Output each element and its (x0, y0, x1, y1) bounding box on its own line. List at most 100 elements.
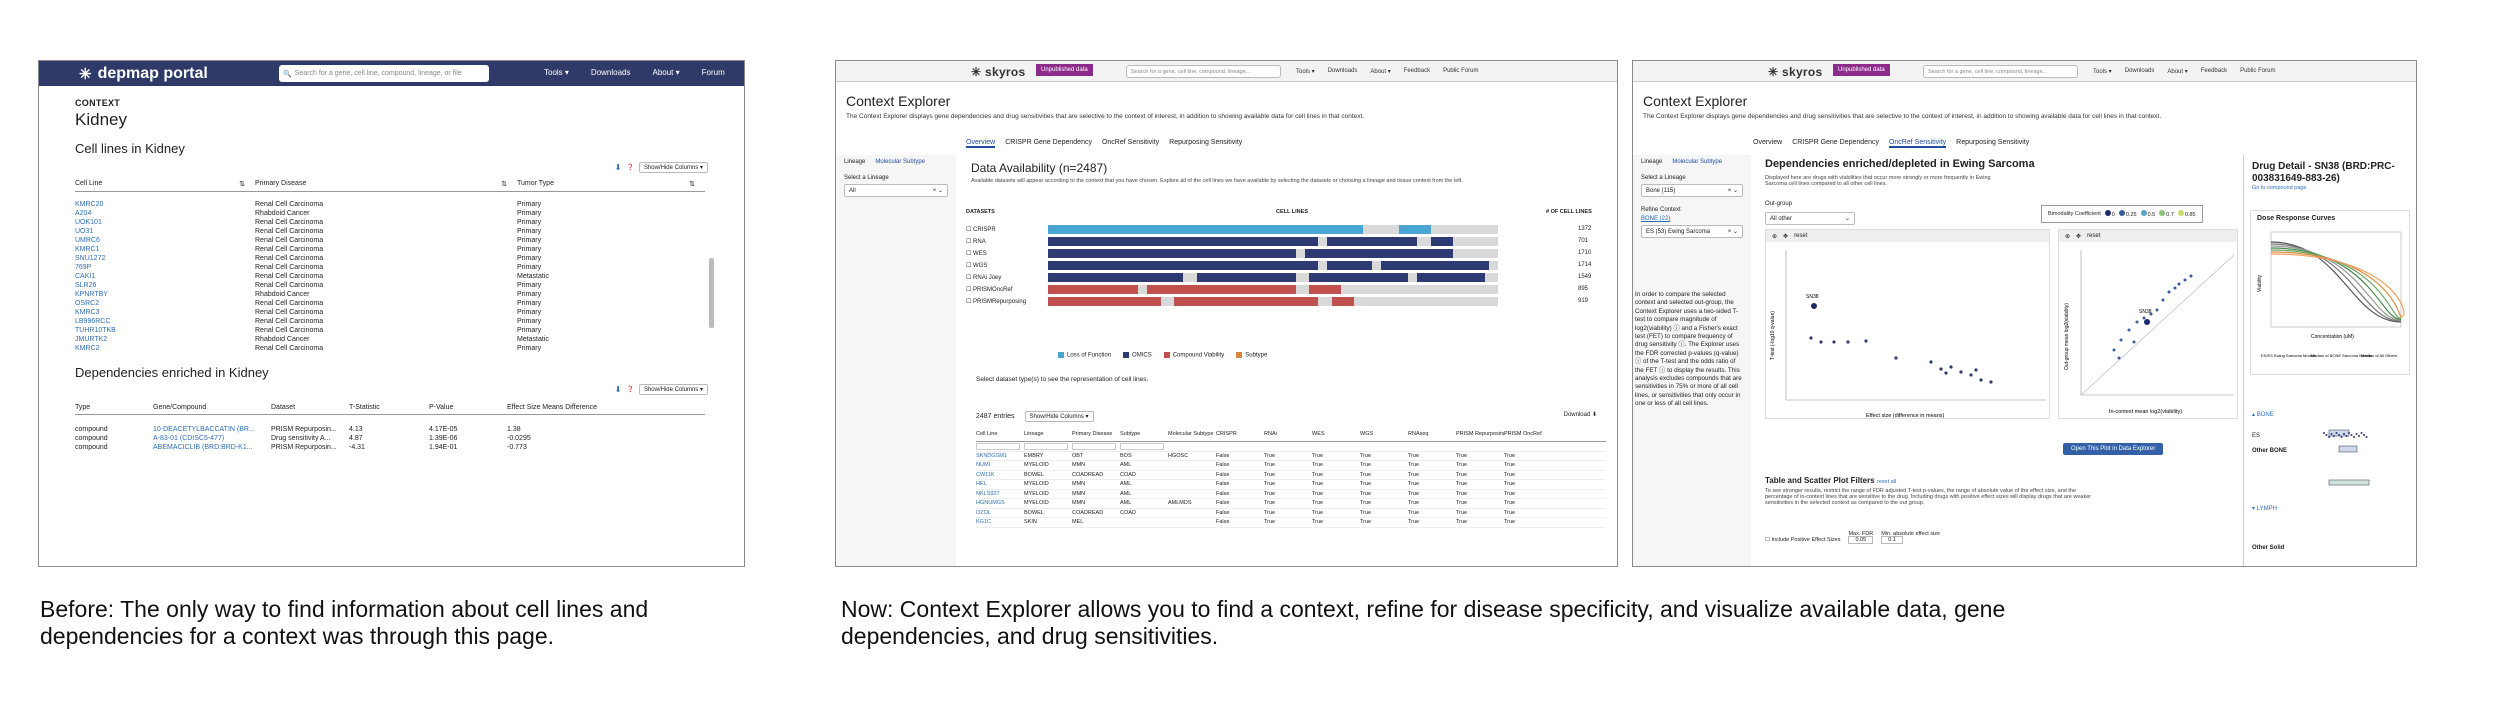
column-header[interactable]: Lineage (1024, 430, 1044, 437)
max-fdr-field[interactable]: Max. FDR 0.05 (1848, 531, 1874, 544)
cell-line-link[interactable]: SLR26 (75, 282, 97, 289)
lineage-select[interactable]: Bone (115) × ⌄ (1641, 184, 1743, 197)
dataset-row[interactable]: ☐ PRISMOncRef 895 (966, 284, 1606, 294)
nav-feedback[interactable]: Feedback (1403, 68, 1431, 74)
nav-public-forum[interactable]: Public Forum (2240, 68, 2276, 74)
include-positive-checkbox[interactable]: ☐ Include Positive Effect Sizes (1765, 537, 1841, 543)
download-button[interactable]: Download ⬇ (1563, 412, 1597, 418)
skyros-logo[interactable]: ✳ skyros (1768, 65, 1823, 79)
nav-tools[interactable]: Tools ▾ (2093, 69, 2112, 75)
scrollbar[interactable] (709, 258, 714, 328)
cell-line-link[interactable]: OSRC2 (75, 300, 100, 307)
min-effect-field[interactable]: Min. absolute effect size 0.1 (1881, 531, 1941, 544)
viability-scatter-plot[interactable]: ⊕ ✥ reset SN38 In-context mean log2(viabili… (2058, 229, 2238, 419)
tab-repurposing[interactable]: Repurposing Sensitivity (1169, 139, 1243, 146)
cell-line-link[interactable]: KMRC2 (75, 345, 100, 352)
open-plot-button[interactable]: Open This Plot in Data Explorer (2063, 443, 2164, 455)
pan-icon[interactable]: ✥ (2076, 233, 2082, 240)
dataset-row[interactable]: ☐ WES 1710 (966, 248, 1606, 258)
show-hide-columns-button[interactable]: Show/Hide Columns ▾ (638, 384, 708, 395)
outgroup-select[interactable]: All other ⌄ (1765, 212, 1855, 225)
compound-link[interactable]: 10-DEACETYLBACCATIN (BR... (153, 426, 255, 433)
column-header[interactable]: PRISM Repurposing (1456, 430, 1504, 437)
refine-context-link[interactable]: BONE (22) (1641, 216, 1671, 222)
cell-line-link[interactable]: SKNDGSM1 (976, 452, 1007, 459)
cell-line-link[interactable]: KG1C (976, 519, 991, 526)
skyros-logo[interactable]: ✳ skyros (971, 65, 1026, 79)
search-input[interactable]: 🔍 Search for a gene, cell line, compound,… (279, 65, 489, 82)
col-cell-line[interactable]: Cell Line ⇅ (75, 180, 245, 188)
cell-line-link[interactable]: KMRC3 (75, 309, 100, 316)
cell-line-link[interactable]: CW11K (976, 471, 995, 478)
cell-line-link[interactable]: KMRC20 (75, 201, 104, 208)
search-input[interactable]: Search for a gene, cell line, compound, … (1126, 65, 1281, 78)
nav-forum[interactable]: Forum (701, 68, 725, 77)
cell-line-link[interactable]: LB996RCC (75, 318, 111, 325)
search-input[interactable]: Search for a gene, cell line, compound, … (1923, 65, 2078, 78)
cell-line-link[interactable]: HEL (976, 481, 987, 488)
nav-about[interactable]: About ▾ (1370, 69, 1391, 75)
pan-icon[interactable]: ✥ (1783, 233, 1789, 240)
dataset-checkbox-label[interactable]: ☐ RNAi Joey (966, 274, 1002, 281)
cell-line-link[interactable]: TUHR10TKB (75, 327, 116, 334)
show-hide-columns-button[interactable]: Show/Hide Columns ▾ (1024, 411, 1094, 422)
reset-button[interactable]: reset (2087, 233, 2101, 239)
compound-link[interactable]: A-83-01 (CDISC5-477) (153, 435, 225, 442)
help-icon[interactable]: ❓ (626, 387, 634, 393)
nav-tools[interactable]: Tools ▾ (544, 68, 569, 77)
col-primary-disease[interactable]: Primary Disease ⇅ (255, 180, 507, 188)
nav-about[interactable]: About ▾ (2167, 69, 2188, 75)
column-header[interactable]: CRISPR (1216, 430, 1237, 437)
dataset-row[interactable]: ☐ PRISMRepurposing 919 (966, 296, 1606, 306)
tab-overview[interactable]: Overview (966, 139, 996, 148)
dep-column-header[interactable]: Dataset (271, 404, 296, 411)
tab-crispr[interactable]: CRISPR Gene Dependency (1005, 139, 1092, 146)
cell-line-link[interactable]: JMURTK2 (75, 336, 108, 343)
column-header[interactable]: WES (1312, 430, 1325, 437)
dataset-row[interactable]: ☐ RNA 701 (966, 236, 1606, 246)
col-tumor-type[interactable]: Tumor Type ⇅ (517, 180, 695, 188)
tab-lineage[interactable]: Lineage (844, 159, 866, 165)
column-header[interactable]: Cell Line (976, 430, 998, 437)
dataset-row[interactable]: ☐ CRISPR 1372 (966, 224, 1606, 234)
depmap-logo[interactable]: ✳ depmap portal (79, 64, 208, 83)
download-icon[interactable]: ⬇ (614, 163, 622, 172)
nav-public-forum[interactable]: Public Forum (1443, 68, 1479, 74)
help-icon[interactable]: ❓ (626, 165, 634, 171)
column-header[interactable]: RNAseq (1408, 430, 1429, 437)
cell-line-link[interactable]: UOK101 (75, 219, 102, 226)
dataset-checkbox-label[interactable]: ☐ CRISPR (966, 226, 996, 233)
column-filter-input[interactable] (976, 442, 1020, 450)
nav-downloads[interactable]: Downloads (2124, 68, 2155, 74)
dataset-row[interactable]: ☐ RNAi Joey 1549 (966, 272, 1606, 282)
zoom-icon[interactable]: ⊕ (2065, 233, 2071, 240)
download-icon[interactable]: ⬇ (614, 385, 622, 394)
nav-about[interactable]: About ▾ (652, 68, 680, 77)
tab-molecular-subtype[interactable]: Molecular Subtype (875, 159, 926, 165)
column-header[interactable]: Primary Disease (1072, 430, 1113, 437)
lineage-select[interactable]: All × ⌄ (844, 184, 948, 197)
column-filter-input[interactable] (1120, 442, 1164, 450)
dep-column-header[interactable]: Effect Size Means Difference (507, 404, 598, 411)
cell-line-link[interactable]: 769P (75, 264, 92, 271)
cell-line-link[interactable]: UMRC6 (75, 237, 100, 244)
dep-column-header[interactable]: Type (75, 404, 91, 411)
column-filter-input[interactable] (1024, 442, 1068, 450)
cell-line-link[interactable]: A204 (75, 210, 92, 217)
tab-lineage[interactable]: Lineage (1641, 159, 1663, 165)
cell-line-link[interactable]: KPNRTBY (75, 291, 108, 298)
column-header[interactable]: Subtype (1120, 430, 1141, 437)
lymph-group-toggle[interactable]: ▾ LYMPH (2252, 506, 2277, 512)
dataset-checkbox-label[interactable]: ☐ PRISMOncRef (966, 286, 1013, 293)
volcano-plot[interactable]: ⊕ ✥ reset SN38 Effect size (difference in m… (1765, 229, 2050, 419)
cell-line-link[interactable]: KMRC1 (75, 246, 100, 253)
dep-column-header[interactable]: Gene/Compound (153, 404, 207, 411)
column-header[interactable]: PRISM OncRef (1504, 430, 1542, 437)
cell-line-link[interactable]: SNU1272 (75, 255, 106, 262)
tab-repurposing[interactable]: Repurposing Sensitivity (1956, 139, 2030, 146)
dep-column-header[interactable]: T-Statistic (349, 404, 380, 411)
nav-downloads[interactable]: Downloads (590, 68, 631, 77)
tab-oncref[interactable]: OncRef Sensitivity (1101, 139, 1160, 146)
tab-crispr[interactable]: CRISPR Gene Dependency (1792, 139, 1879, 146)
show-hide-columns-button[interactable]: Show/Hide Columns ▾ (638, 162, 708, 173)
